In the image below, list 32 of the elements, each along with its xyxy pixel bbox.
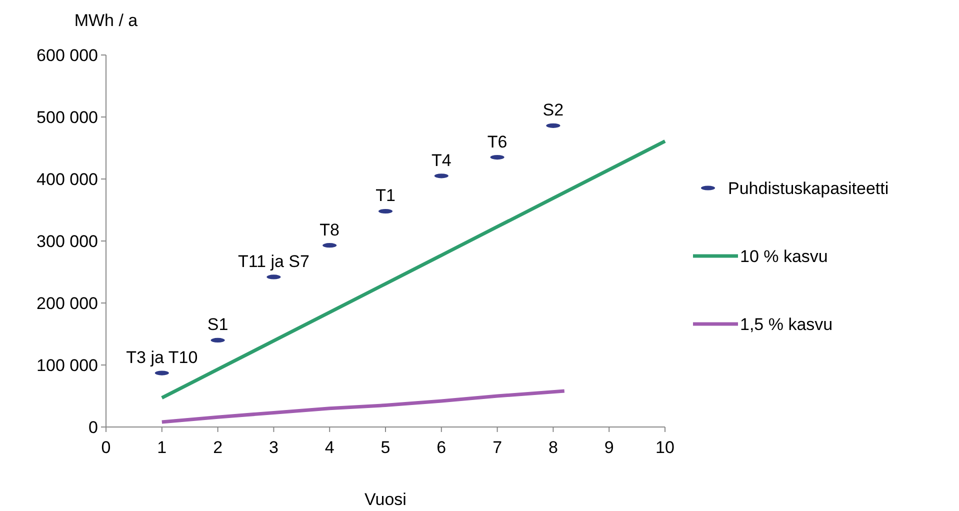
x-tick-label: 1	[157, 438, 167, 457]
x-axis-title: Vuosi	[364, 490, 406, 509]
x-tick-label: 6	[436, 438, 446, 457]
x-tick-label: 7	[492, 438, 502, 457]
y-tick-label: 400 000	[36, 170, 98, 189]
x-tick-label: 0	[101, 438, 111, 457]
legend-label: 10 % kasvu	[740, 246, 828, 266]
annotation: S1	[207, 315, 228, 334]
x-tick-label: 4	[324, 438, 334, 457]
legend-label: Puhdistuskapasiteetti	[728, 178, 889, 198]
y-tick-label: 600 000	[36, 46, 98, 65]
y-tick-label: 500 000	[36, 108, 98, 127]
line-series	[160, 389, 566, 424]
annotation: T11 ja S7	[238, 252, 310, 271]
annotation: T3 ja T10	[126, 348, 198, 368]
annotation: T1	[376, 186, 396, 206]
x-tick-label: 9	[604, 438, 614, 457]
x-tick-label: 5	[380, 438, 390, 457]
x-tick-label: 8	[548, 438, 558, 457]
x-tick-label: 10	[656, 438, 674, 457]
y-tick-label: 300 000	[36, 232, 98, 251]
annotation: T4	[431, 150, 452, 170]
annotation: S2	[542, 100, 564, 120]
y-tick-label: 200 000	[36, 294, 98, 313]
y-axis-title: MWh / a	[74, 11, 138, 30]
annotation: T8	[320, 220, 340, 240]
legend-label: 1,5 % kasvu	[740, 314, 833, 334]
x-tick-label: 2	[213, 438, 223, 457]
y-tick-label: 100 000	[36, 356, 98, 375]
annotation: T6	[487, 132, 508, 152]
x-tick-label: 3	[268, 438, 278, 457]
y-tick-label: 0	[88, 418, 98, 437]
